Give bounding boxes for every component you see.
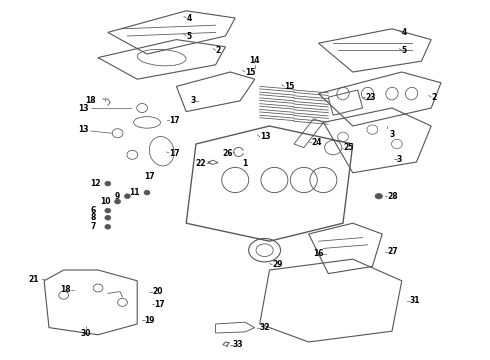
- Text: 32: 32: [260, 323, 270, 332]
- Text: 22: 22: [196, 159, 206, 168]
- Text: 7: 7: [90, 222, 96, 231]
- Text: 17: 17: [169, 149, 180, 158]
- Text: 12: 12: [90, 179, 100, 188]
- Text: 33: 33: [233, 341, 243, 349]
- Text: 28: 28: [387, 192, 398, 201]
- Text: 15: 15: [284, 82, 294, 91]
- Ellipse shape: [124, 194, 130, 199]
- Text: 5: 5: [186, 32, 191, 41]
- Text: 6: 6: [90, 206, 96, 215]
- Text: 3: 3: [397, 155, 402, 163]
- Text: 17: 17: [169, 116, 180, 125]
- Text: 17: 17: [154, 300, 165, 309]
- Text: 23: 23: [365, 93, 375, 102]
- Text: 20: 20: [152, 287, 162, 296]
- Ellipse shape: [105, 208, 111, 213]
- Text: 13: 13: [260, 132, 270, 141]
- Text: 3: 3: [390, 130, 394, 139]
- Text: 21: 21: [29, 275, 39, 284]
- Text: 31: 31: [409, 296, 419, 305]
- Text: 4: 4: [186, 14, 192, 23]
- Text: 3: 3: [191, 96, 196, 105]
- Ellipse shape: [105, 215, 111, 220]
- Text: 14: 14: [249, 56, 260, 65]
- Text: 2: 2: [431, 93, 437, 102]
- Text: 1: 1: [243, 159, 247, 168]
- Ellipse shape: [115, 199, 121, 204]
- Text: 25: 25: [343, 143, 353, 152]
- Ellipse shape: [105, 181, 111, 186]
- Text: 24: 24: [311, 138, 321, 147]
- Text: 10: 10: [100, 197, 110, 206]
- Text: 29: 29: [272, 260, 282, 269]
- Text: 18: 18: [85, 96, 96, 105]
- Text: 16: 16: [313, 249, 323, 258]
- Text: 5: 5: [402, 46, 407, 55]
- Text: 13: 13: [78, 104, 88, 113]
- Ellipse shape: [144, 190, 150, 195]
- Text: 9: 9: [115, 192, 120, 201]
- Text: 18: 18: [60, 285, 71, 294]
- Text: 19: 19: [145, 316, 155, 325]
- Text: 26: 26: [222, 149, 233, 158]
- Text: 11: 11: [129, 188, 140, 197]
- Text: 13: 13: [78, 125, 88, 134]
- Text: 27: 27: [387, 248, 398, 256]
- Text: 8: 8: [90, 213, 96, 222]
- Text: 30: 30: [80, 329, 91, 338]
- Ellipse shape: [105, 225, 111, 229]
- Text: 2: 2: [216, 46, 221, 55]
- Text: 15: 15: [245, 68, 255, 77]
- Text: 17: 17: [144, 172, 154, 181]
- Text: 4: 4: [402, 28, 407, 37]
- Ellipse shape: [375, 194, 382, 199]
